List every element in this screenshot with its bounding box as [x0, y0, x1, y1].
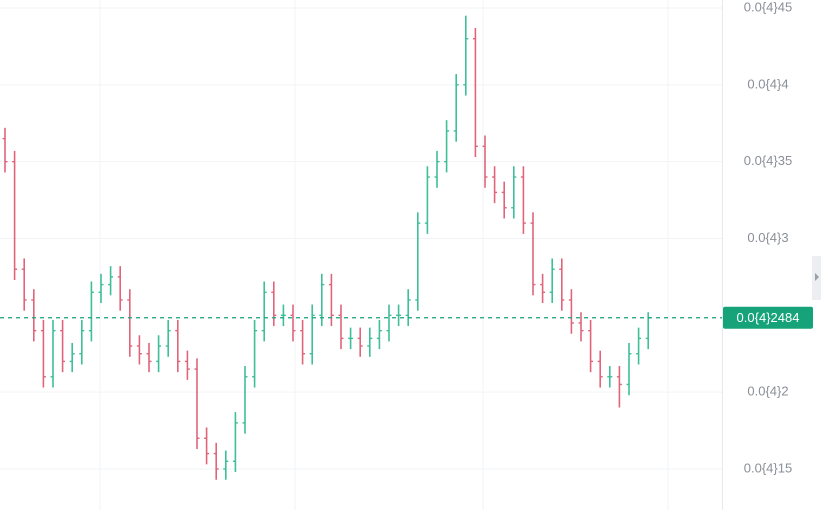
- ohlc-bar: [578, 312, 584, 342]
- ohlc-bar: [175, 319, 181, 373]
- ohlc-bar: [232, 412, 238, 473]
- ohlc-bar: [280, 304, 286, 327]
- ohlc-bar: [12, 150, 18, 280]
- ohlc-bar: [540, 273, 546, 304]
- ohlc-bar: [242, 366, 248, 434]
- ohlc-bar: [472, 27, 478, 158]
- ohlc-bar: [530, 212, 536, 296]
- ohlc-bar: [549, 258, 555, 304]
- y-tick-label: 0.0{4}3: [747, 230, 788, 245]
- ohlc-bar: [626, 342, 632, 396]
- ohlc-bar: [559, 258, 565, 311]
- ohlc-bar: [252, 319, 258, 388]
- ohlc-bar: [223, 450, 229, 480]
- ohlc-bar: [568, 289, 574, 334]
- y-tick-label: 0.0{4}15: [744, 460, 792, 475]
- ohlc-bar: [367, 327, 373, 357]
- ohlc-bar: [492, 166, 498, 204]
- ohlc-bar: [444, 120, 450, 173]
- ohlc-bar: [2, 127, 8, 173]
- ohlc-bar: [146, 342, 152, 373]
- ohlc-bar: [511, 166, 517, 219]
- y-tick-label: 0.0{4}4: [747, 76, 788, 91]
- y-tick-label: 0.0{4}45: [744, 0, 792, 14]
- ohlc-bar: [434, 150, 440, 188]
- ohlc-bar: [108, 266, 114, 296]
- ohlc-bar: [127, 289, 133, 357]
- ohlc-bar: [520, 166, 526, 234]
- ohlc-bar: [616, 366, 622, 408]
- vertical-grid: [99, 0, 669, 510]
- ohlc-bar: [386, 304, 392, 342]
- ohlc-bar: [88, 281, 94, 342]
- ohlc-bar: [357, 327, 363, 357]
- ohlc-bar: [136, 335, 142, 365]
- ohlc-bar: [184, 350, 190, 380]
- ohlc-bar: [156, 335, 162, 373]
- ohlc-bar: [60, 319, 66, 373]
- ohlc-bar: [21, 258, 27, 311]
- ohlc-bar: [482, 135, 488, 188]
- ohlc-bar: [50, 319, 56, 388]
- ohlc-bar: [597, 350, 603, 388]
- ohlc-bar: [453, 74, 459, 142]
- ohlc-bar: [69, 342, 75, 373]
- ohlc-bar: [636, 327, 642, 365]
- ohlc-bar: [376, 319, 382, 350]
- ohlc-bar: [348, 327, 354, 350]
- ohlc-bar: [79, 319, 85, 365]
- ohlc-bar: [117, 266, 123, 311]
- ohlc-bar: [338, 304, 344, 350]
- ohlc-bar: [463, 15, 469, 96]
- ohlc-bar: [405, 289, 411, 327]
- ohlc-bar: [290, 304, 296, 342]
- ohlc-bar: [588, 319, 594, 373]
- ohlc-bar: [501, 181, 507, 219]
- ohlc-bar: [40, 319, 46, 388]
- ohlc-bar: [31, 289, 37, 342]
- y-tick-label: 0.0{4}2: [747, 384, 788, 399]
- ohlc-bar: [607, 366, 613, 388]
- ohlc-bar: [309, 304, 315, 365]
- last-price-label: 0.0{4}2484: [737, 310, 800, 325]
- ohlc-bar: [194, 358, 200, 449]
- ohlc-bar: [165, 319, 171, 357]
- y-tick-label: 0.0{4}35: [744, 153, 792, 168]
- ohlc-bar: [396, 304, 402, 327]
- ohlc-bar: [415, 212, 421, 311]
- ohlc-bar: [261, 281, 267, 342]
- ohlc-bar: [204, 427, 210, 465]
- ohlc-bar: [271, 281, 277, 327]
- ohlc-bar: [300, 319, 306, 365]
- ohlc-bar: [213, 442, 219, 480]
- scroll-arrow[interactable]: [815, 273, 819, 281]
- last-price-box: [723, 306, 813, 329]
- ohlc-bar: [424, 166, 430, 234]
- scroll-button[interactable]: [812, 256, 821, 300]
- ohlc-bar: [98, 273, 104, 304]
